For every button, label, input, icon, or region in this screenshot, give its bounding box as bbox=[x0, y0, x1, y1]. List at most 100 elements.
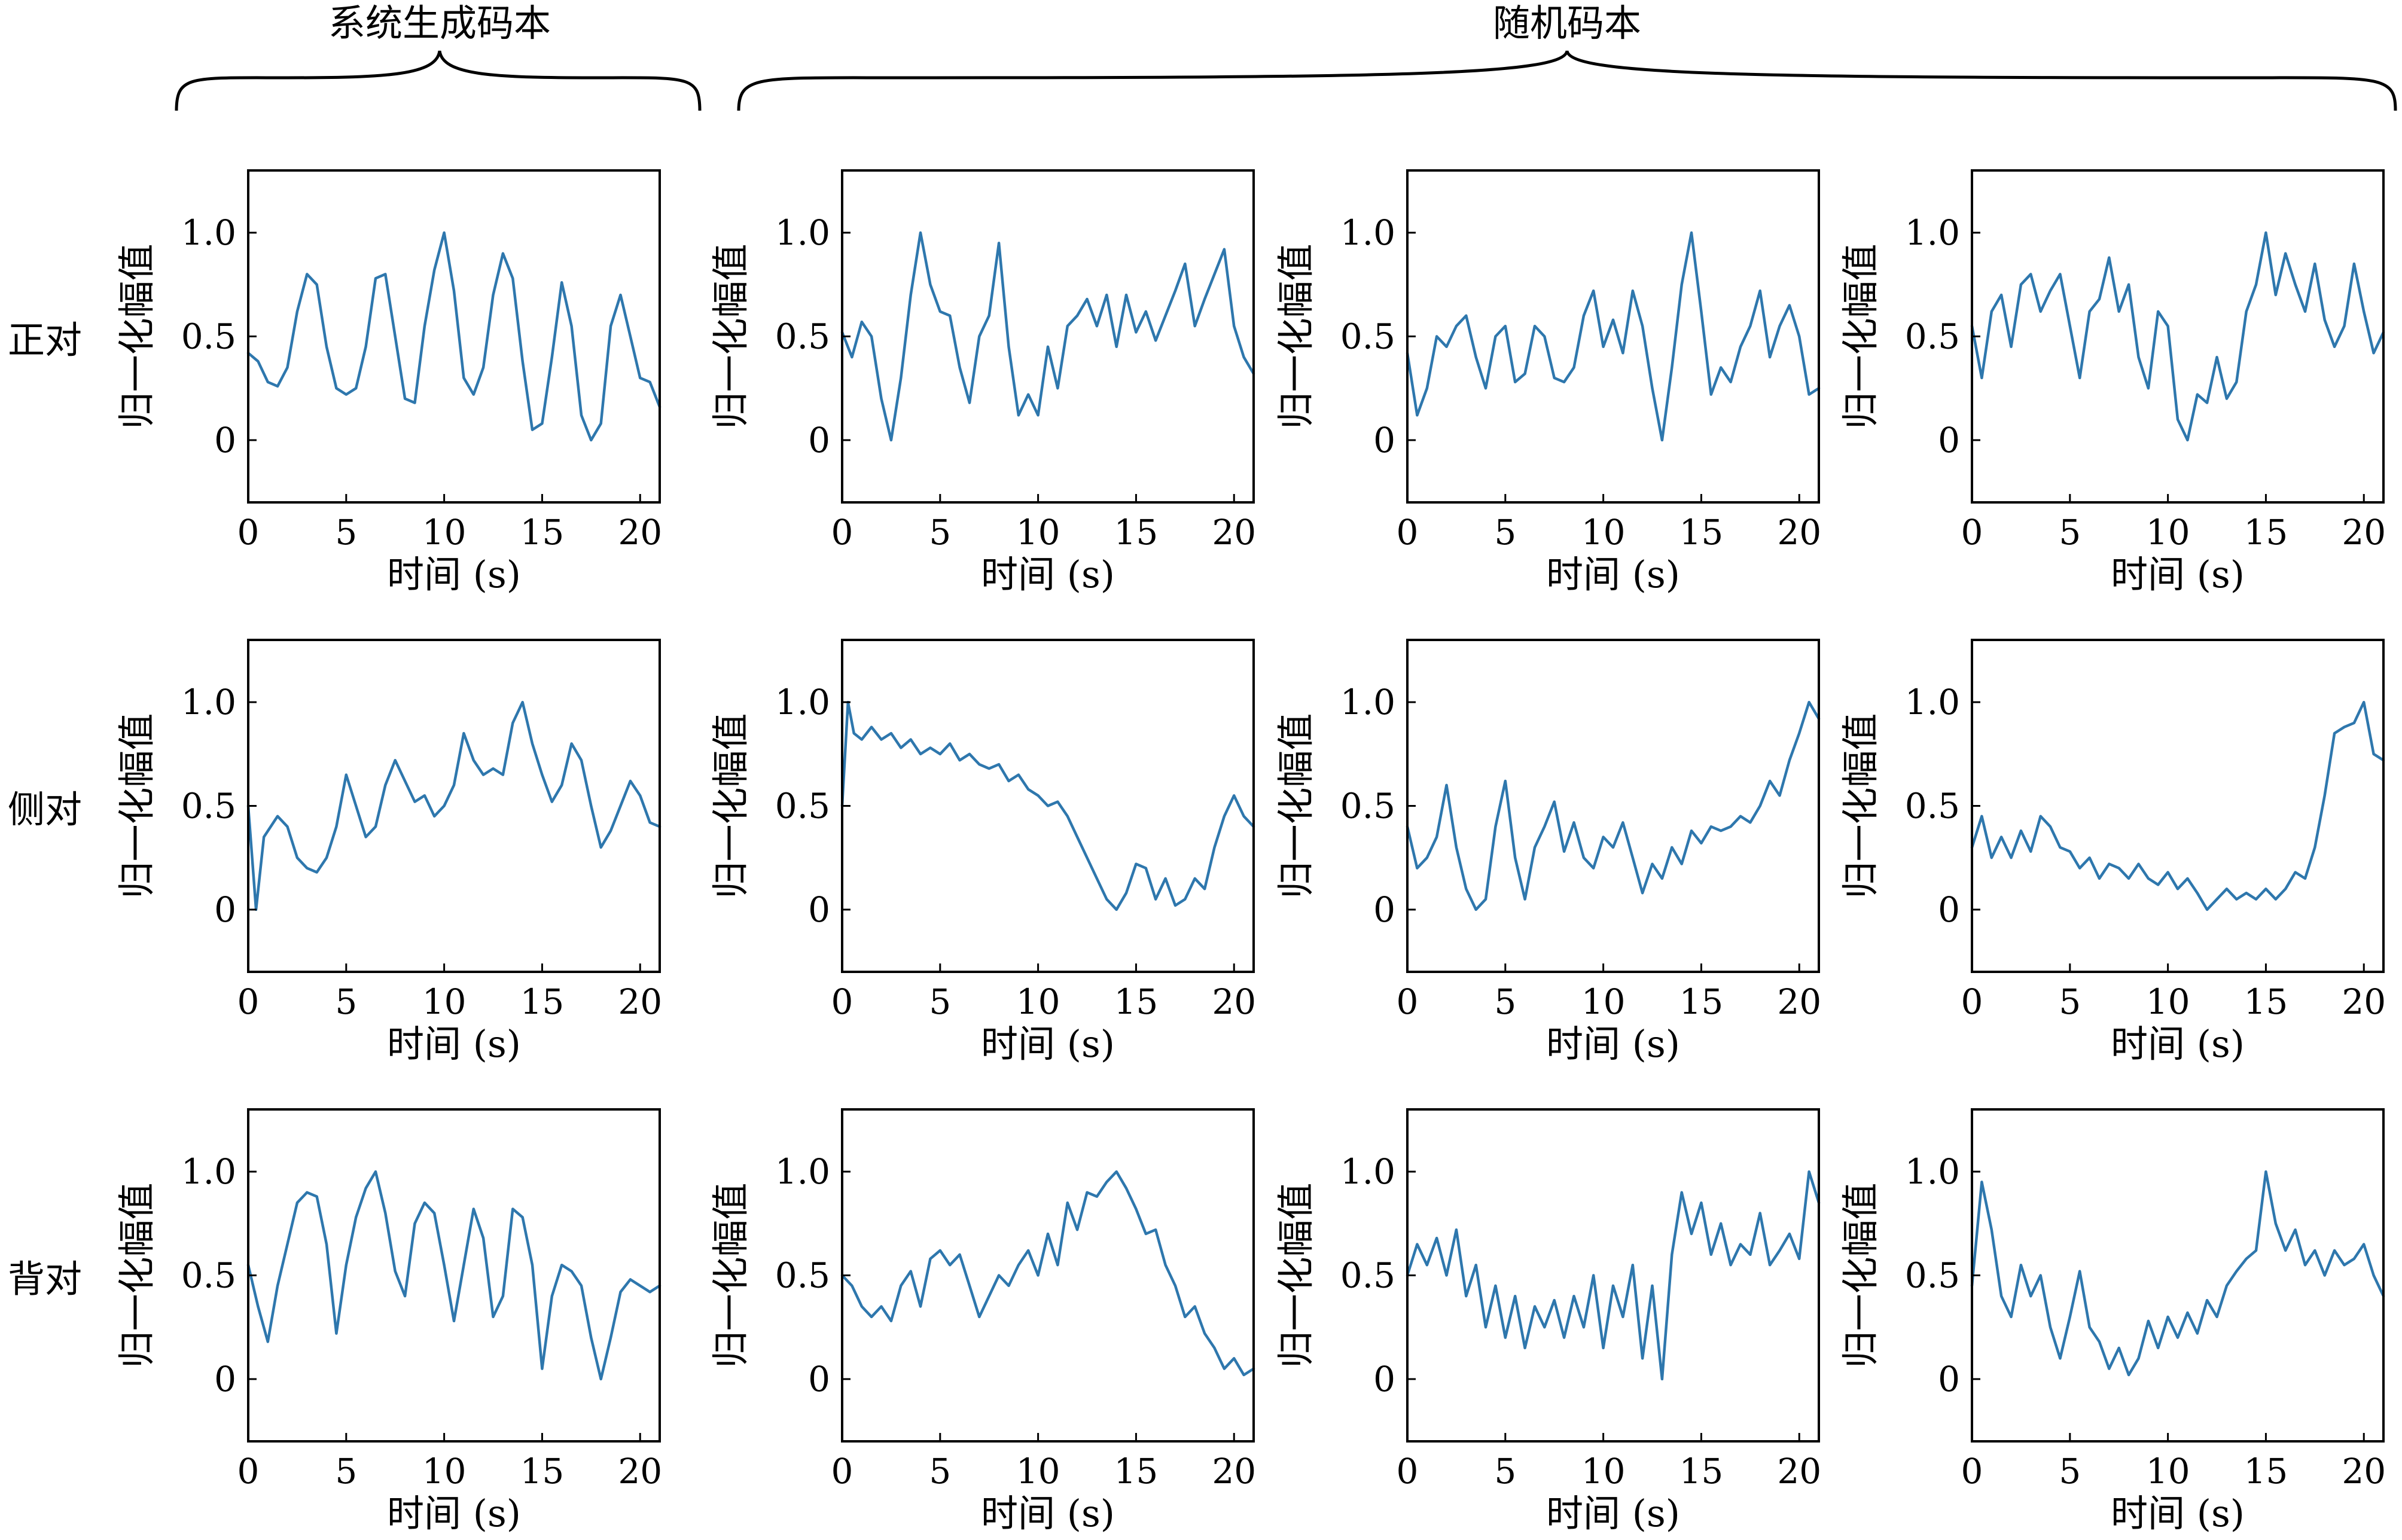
subplot-2: 0 5 10 15 20 0 0.5 1.0 时间 (s) 归一化幅值 bbox=[709, 169, 1256, 596]
x-axis-label: 时间 (s) bbox=[387, 1022, 521, 1066]
x-axis-label: 时间 (s) bbox=[1546, 1492, 1680, 1535]
subplot-1: 0 5 10 15 20 0 0.5 1.0 时间 (s) 归一化幅值 bbox=[115, 169, 662, 596]
x-tick-label: 10 bbox=[1016, 512, 1060, 553]
x-axis-label: 时间 (s) bbox=[981, 553, 1115, 596]
x-tick-label: 0 bbox=[237, 1451, 260, 1492]
x-tick-label: 20 bbox=[1212, 981, 1256, 1022]
x-tick-label: 0 bbox=[1397, 981, 1419, 1022]
x-axis-label: 时间 (s) bbox=[2111, 1022, 2245, 1066]
x-tick-label: 10 bbox=[2146, 981, 2190, 1022]
x-tick-label: 20 bbox=[1212, 1451, 1256, 1492]
x-tick-label: 5 bbox=[335, 1451, 357, 1492]
x-tick-label: 20 bbox=[618, 981, 662, 1022]
row-label-side: 侧对 bbox=[8, 788, 82, 831]
series-line bbox=[246, 700, 662, 911]
y-axis-label: 归一化幅值 bbox=[115, 1182, 158, 1368]
x-tick-label: 0 bbox=[1961, 512, 1983, 553]
y-tick-label: 0.5 bbox=[775, 316, 830, 357]
axes-frame bbox=[841, 169, 1255, 504]
x-tick-label: 0 bbox=[1961, 981, 1983, 1022]
y-tick-label: 0 bbox=[808, 889, 830, 930]
axes-frame bbox=[841, 1108, 1255, 1443]
x-tick-label: 15 bbox=[1679, 1451, 1724, 1492]
x-tick-label: 20 bbox=[1777, 981, 1821, 1022]
x-tick-label: 15 bbox=[2244, 512, 2288, 553]
x-tick-label: 5 bbox=[2059, 512, 2081, 553]
x-tick-label: 10 bbox=[1581, 512, 1626, 553]
y-tick-label: 0.5 bbox=[181, 786, 236, 827]
y-tick-label: 1.0 bbox=[1340, 212, 1395, 253]
x-tick-label: 0 bbox=[237, 512, 260, 553]
x-tick-label: 15 bbox=[1114, 512, 1159, 553]
x-tick-label: 5 bbox=[335, 512, 357, 553]
subplot-11: 0 5 10 15 20 0 0.5 1.0 时间 (s) 归一化幅值 bbox=[1274, 1108, 1821, 1535]
x-tick-label: 0 bbox=[1397, 512, 1419, 553]
row-label-back: 背对 bbox=[8, 1257, 82, 1301]
x-tick-label: 5 bbox=[2059, 1451, 2081, 1492]
y-axis-label: 归一化幅值 bbox=[1839, 713, 1882, 898]
y-axis-label: 归一化幅值 bbox=[709, 1182, 752, 1368]
y-tick-label: 0.5 bbox=[181, 316, 236, 357]
axes-frame bbox=[1406, 1108, 1820, 1443]
x-tick-label: 5 bbox=[929, 1451, 951, 1492]
x-axis-label: 时间 (s) bbox=[387, 1492, 521, 1535]
x-tick-label: 20 bbox=[1777, 1451, 1821, 1492]
group-label-random: 随机码本 bbox=[1493, 1, 1641, 45]
x-tick-label: 20 bbox=[2342, 981, 2386, 1022]
x-tick-label: 15 bbox=[520, 1451, 565, 1492]
x-tick-label: 15 bbox=[1114, 981, 1159, 1022]
x-tick-label: 15 bbox=[2244, 1451, 2288, 1492]
x-axis-label: 时间 (s) bbox=[2111, 1492, 2245, 1535]
x-tick-label: 10 bbox=[422, 512, 467, 553]
group-label-system: 系统生成码本 bbox=[328, 1, 551, 45]
y-tick-label: 0 bbox=[808, 420, 830, 461]
x-axis-label: 时间 (s) bbox=[387, 553, 521, 596]
series-line bbox=[1406, 700, 1821, 911]
x-tick-label: 10 bbox=[1016, 1451, 1060, 1492]
x-tick-label: 0 bbox=[1397, 1451, 1419, 1492]
subplot-9: 0 5 10 15 20 0 0.5 1.0 时间 (s) 归一化幅值 bbox=[115, 1108, 662, 1535]
y-tick-label: 1.0 bbox=[1905, 212, 1960, 253]
x-tick-label: 10 bbox=[422, 1451, 467, 1492]
bracket-random-codebook bbox=[737, 50, 2397, 111]
y-tick-label: 0.5 bbox=[1340, 786, 1395, 827]
y-axis-label: 归一化幅值 bbox=[1274, 243, 1318, 429]
x-tick-label: 0 bbox=[831, 981, 853, 1022]
x-tick-label: 5 bbox=[1494, 512, 1516, 553]
subplot-12: 0 5 10 15 20 0 0.5 1.0 时间 (s) 归一化幅值 bbox=[1839, 1108, 2386, 1535]
y-tick-label: 0.5 bbox=[1340, 1255, 1395, 1296]
x-tick-label: 20 bbox=[2342, 1451, 2386, 1492]
y-axis-label: 归一化幅值 bbox=[709, 243, 752, 429]
y-tick-label: 0 bbox=[214, 889, 236, 930]
x-axis-label: 时间 (s) bbox=[981, 1022, 1115, 1066]
y-tick-label: 0 bbox=[1373, 889, 1395, 930]
series-line bbox=[840, 1170, 1255, 1377]
x-tick-label: 15 bbox=[1679, 981, 1724, 1022]
x-tick-label: 20 bbox=[1777, 512, 1821, 553]
subplot-5: 0 5 10 15 20 0 0.5 1.0 时间 (s) 归一化幅值 bbox=[115, 639, 662, 1066]
x-tick-label: 5 bbox=[929, 512, 951, 553]
x-axis-label: 时间 (s) bbox=[1546, 1022, 1680, 1066]
x-axis-label: 时间 (s) bbox=[1546, 553, 1680, 596]
axes-frame bbox=[1971, 169, 2385, 504]
x-tick-label: 10 bbox=[1581, 981, 1626, 1022]
subplot-7: 0 5 10 15 20 0 0.5 1.0 时间 (s) 归一化幅值 bbox=[1274, 639, 1821, 1066]
y-tick-label: 0.5 bbox=[181, 1255, 236, 1296]
y-tick-label: 1.0 bbox=[1905, 682, 1960, 722]
series-line bbox=[840, 231, 1255, 442]
series-line bbox=[1406, 231, 1821, 442]
axes-frame bbox=[247, 169, 661, 504]
y-tick-label: 0 bbox=[1938, 420, 1960, 461]
y-axis-label: 归一化幅值 bbox=[1839, 243, 1882, 429]
y-axis-label: 归一化幅值 bbox=[1839, 1182, 1882, 1368]
x-axis-label: 时间 (s) bbox=[981, 1492, 1115, 1535]
y-tick-label: 0.5 bbox=[1905, 1255, 1960, 1296]
y-tick-label: 0 bbox=[214, 420, 236, 461]
subplot-3: 0 5 10 15 20 0 0.5 1.0 时间 (s) 归一化幅值 bbox=[1274, 169, 1821, 596]
x-tick-label: 10 bbox=[1016, 981, 1060, 1022]
series-line bbox=[1970, 231, 2385, 442]
x-tick-label: 5 bbox=[335, 981, 357, 1022]
x-tick-label: 10 bbox=[1581, 1451, 1626, 1492]
axes-frame bbox=[1406, 639, 1820, 973]
